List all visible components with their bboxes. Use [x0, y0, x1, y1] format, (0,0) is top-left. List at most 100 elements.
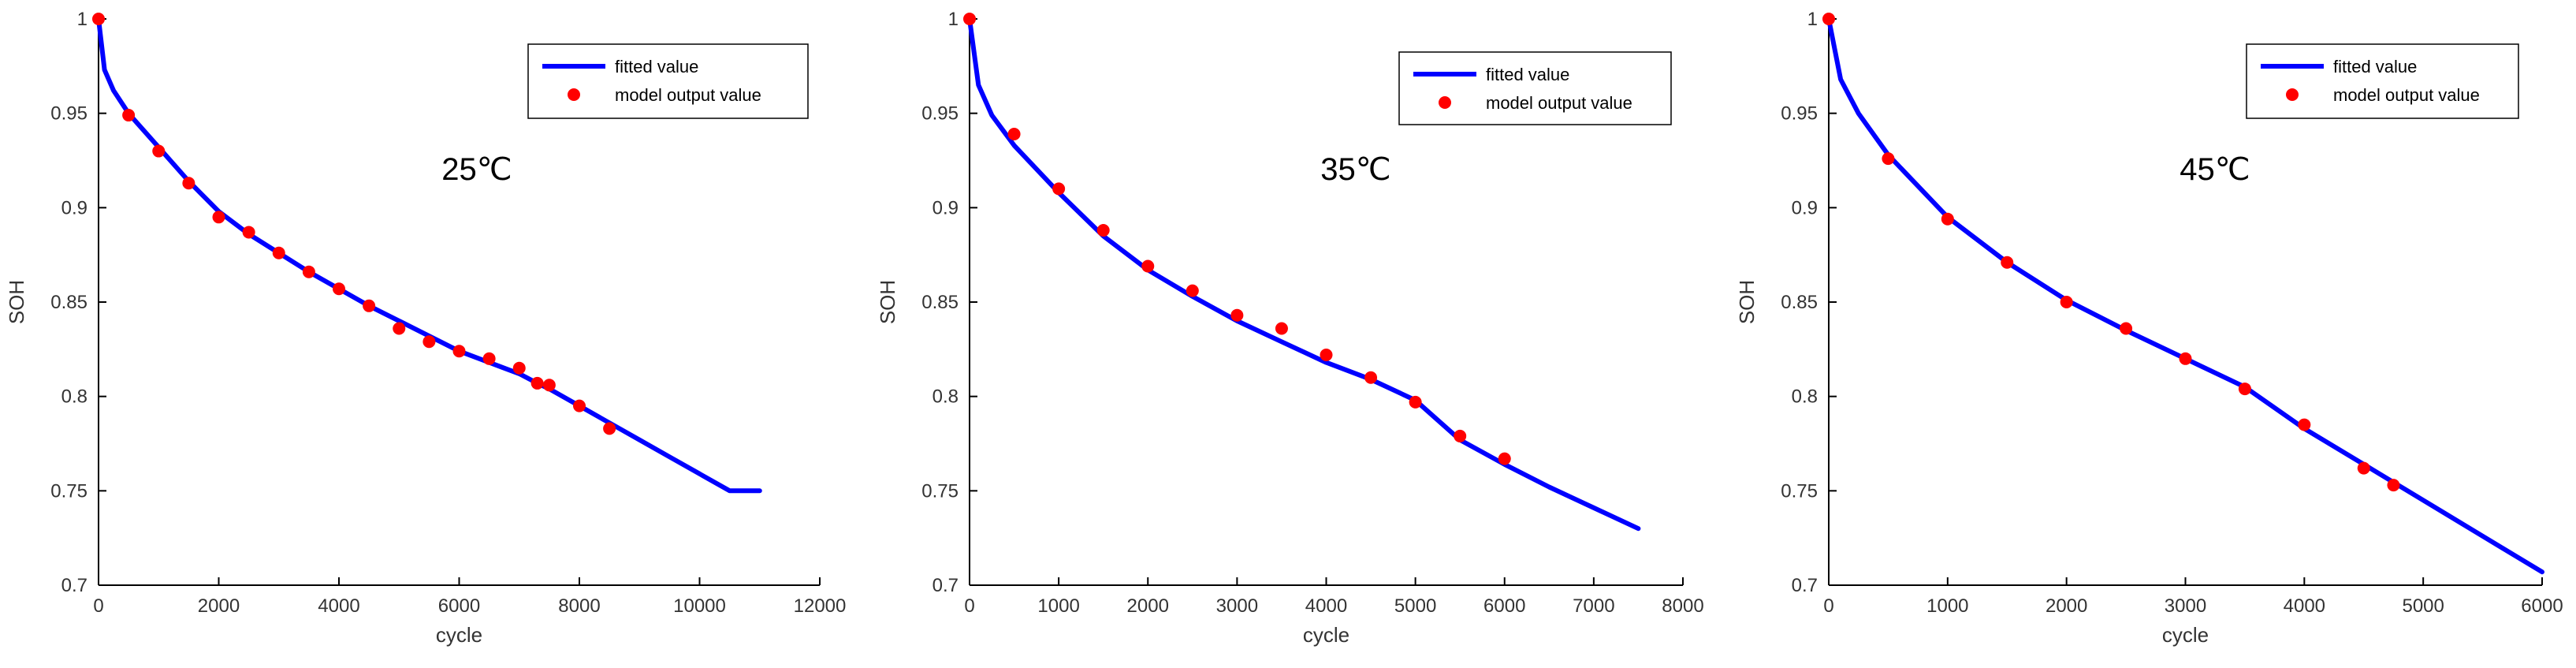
y-tick-label: 0.85: [921, 292, 959, 313]
model-output-point: [272, 246, 285, 259]
model-output-point: [2387, 479, 2400, 492]
model-output-point: [1141, 259, 1155, 273]
x-tick-label: 7000: [1573, 595, 1614, 617]
legend-box: [527, 43, 809, 119]
x-tick-label: 8000: [558, 595, 600, 617]
y-tick-label: 0.95: [1781, 103, 1818, 125]
legend-label-fitted: fitted value: [615, 57, 698, 77]
y-tick-label: 0.7: [932, 575, 959, 596]
x-tick-label: 4000: [318, 595, 359, 617]
model-output-point: [573, 399, 586, 412]
y-tick-label: 0.75: [1781, 480, 1818, 502]
legend-point-swatch: [568, 88, 580, 101]
y-tick-label: 1: [1807, 9, 1818, 30]
y-axis-title: SOH: [1735, 280, 1759, 324]
y-tick-label: 0.9: [1792, 197, 1818, 218]
model-output-point: [530, 376, 544, 390]
y-tick-label: 0.8: [61, 386, 87, 408]
x-tick-label: 0: [93, 595, 103, 617]
model-output-point: [2238, 383, 2251, 396]
legend-box: [1398, 51, 1672, 125]
model-output-point: [2298, 418, 2311, 431]
model-output-point: [482, 352, 496, 365]
model-output-point: [1186, 284, 1199, 297]
legend-point-swatch: [1439, 96, 1451, 109]
model-output-point: [1498, 452, 1511, 465]
model-output-point: [1941, 212, 1954, 226]
model-output-point: [1275, 322, 1288, 335]
x-tick-label: 3000: [2165, 595, 2206, 617]
model-output-point: [333, 282, 345, 296]
model-output-point: [1454, 429, 1467, 442]
model-output-point: [2120, 322, 2133, 335]
temperature-annotation: 45℃: [2180, 152, 2250, 187]
y-tick-label: 0.8: [932, 386, 959, 408]
y-tick-label: 0.75: [50, 480, 87, 502]
model-output-point: [1052, 182, 1066, 196]
x-tick-label: 12000: [794, 595, 847, 617]
y-tick-label: 0.95: [50, 103, 87, 125]
model-output-point: [2060, 296, 2073, 308]
chart-panel-1: 0.7 0.75 0.8 0.85 0.9 0.95 1 0 2000 4000 6000 8000 1…: [5, 9, 846, 647]
x-tick-label: 4000: [2284, 595, 2325, 617]
model-output-point: [2179, 352, 2192, 365]
x-axis-title: cycle: [436, 623, 482, 647]
x-tick-label: 6000: [2521, 595, 2563, 617]
x-tick-label: 6000: [438, 595, 480, 617]
model-output-point: [1230, 308, 1244, 322]
model-output-point: [2001, 256, 2014, 269]
y-tick-label: 0.7: [61, 575, 87, 596]
chart-panel-3: 0.7 0.75 0.8 0.85 0.9 0.95 1 0 1000 2000 3000 4000 5…: [1735, 9, 2563, 647]
x-tick-label: 0: [964, 595, 974, 617]
y-axis-title: SOH: [876, 280, 899, 324]
model-output-point: [363, 299, 376, 312]
model-output-point: [1409, 395, 1422, 409]
y-tick-label: 1: [77, 9, 87, 30]
model-output-point: [242, 226, 255, 239]
legend: fitted value model output value: [1398, 51, 1672, 125]
legend-box: [2246, 43, 2519, 119]
model-output-point: [423, 335, 436, 349]
model-output-point: [393, 322, 406, 335]
model-output-point: [452, 345, 466, 358]
legend-label-model-output: model output value: [615, 85, 761, 105]
model-output-point: [212, 211, 225, 224]
model-output-point: [512, 361, 526, 375]
y-tick-label: 0.9: [61, 197, 87, 218]
model-output-point: [122, 109, 136, 122]
fitted-value-line: [967, 17, 1641, 532]
x-tick-label: 8000: [1662, 595, 1703, 617]
temperature-annotation: 35℃: [1320, 152, 1390, 187]
x-tick-label: 6000: [1483, 595, 1525, 617]
x-axis-title: cycle: [1303, 623, 1349, 647]
model-output-point: [603, 422, 616, 435]
model-output-point: [92, 13, 105, 25]
y-tick-label: 0.85: [1781, 292, 1818, 313]
legend-point-swatch: [2286, 88, 2299, 101]
model-output-point: [1007, 127, 1021, 140]
y-tick-label: 0.95: [921, 103, 959, 125]
model-output-point: [1882, 152, 1895, 166]
x-tick-label: 4000: [1305, 595, 1347, 617]
model-output-point: [963, 13, 976, 25]
y-tick-label: 0.9: [932, 197, 959, 218]
model-output-point: [152, 144, 166, 158]
x-tick-label: 10000: [673, 595, 726, 617]
x-tick-label: 1000: [1926, 595, 1968, 617]
y-tick-label: 0.75: [921, 480, 959, 502]
x-tick-label: 5000: [1394, 595, 1436, 617]
legend-label-model-output: model output value: [1486, 93, 1632, 113]
x-axis-title: cycle: [2162, 623, 2209, 647]
x-tick-label: 0: [1823, 595, 1833, 617]
x-tick-label: 5000: [2402, 595, 2444, 617]
y-axis-title: SOH: [5, 280, 28, 324]
y-tick-label: 0.85: [50, 292, 87, 313]
y-tick-label: 0.7: [1792, 575, 1818, 596]
model-output-point: [1822, 13, 1835, 25]
y-tick-label: 0.8: [1792, 386, 1818, 408]
legend-label-model-output: model output value: [2333, 85, 2480, 105]
model-output-point: [542, 379, 556, 392]
model-output-point: [302, 265, 315, 278]
model-output-point: [1320, 349, 1333, 362]
